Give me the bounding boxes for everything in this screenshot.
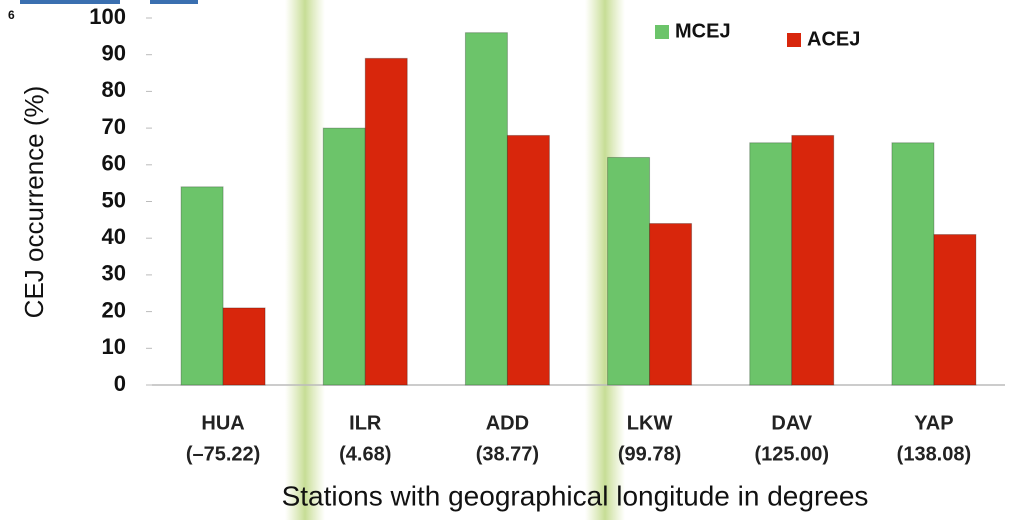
y-tick-label: 30 [102,261,126,286]
y-tick-label: 10 [102,334,126,359]
bar [180,186,224,386]
y-tick-label: 70 [102,114,126,139]
x-tick-label: HUA [201,412,244,434]
x-tick-sublabel: (99.78) [618,443,681,465]
y-tick-label: 90 [102,41,126,66]
bar [222,307,266,386]
x-tick-label: LKW [627,412,673,434]
legend-label: MCEJ [675,20,731,42]
x-tick-sublabel: (4.68) [339,443,391,465]
x-axis-title: Stations with geographical longitude in … [282,480,869,511]
y-tick-label: 40 [102,224,126,249]
bar [649,223,693,386]
x-tick-sublabel: (38.77) [476,443,539,465]
bar [791,134,835,386]
bar [322,127,366,386]
y-tick-label: 50 [102,187,126,212]
x-tick-label: YAP [914,412,953,434]
bar [364,57,408,386]
bar [464,32,508,386]
y-tick-label: 0 [114,371,126,396]
x-tick-label: ADD [486,412,529,434]
header-fragment [20,0,120,4]
y-tick-label: 20 [102,297,126,322]
x-tick-sublabel: (125.00) [755,443,830,465]
corner-label: 6 [8,8,15,22]
x-tick-sublabel: (–75.22) [186,443,261,465]
legend-swatch [787,33,801,47]
bar [607,156,651,386]
x-tick-sublabel: (138.08) [897,443,972,465]
bar [933,234,977,386]
highlight-stripe [285,0,325,520]
legend-swatch [655,25,669,39]
legend-label: ACEJ [807,28,860,50]
bar [891,142,935,386]
y-tick-label: 60 [102,151,126,176]
bar [749,142,793,386]
y-tick-label: 80 [102,77,126,102]
bar [506,134,550,386]
x-tick-label: DAV [771,412,812,434]
x-tick-label: ILR [349,412,382,434]
header-fragment [150,0,198,4]
y-axis-title: CEJ occurrence (%) [19,86,49,319]
y-tick-label: 100 [89,4,126,29]
